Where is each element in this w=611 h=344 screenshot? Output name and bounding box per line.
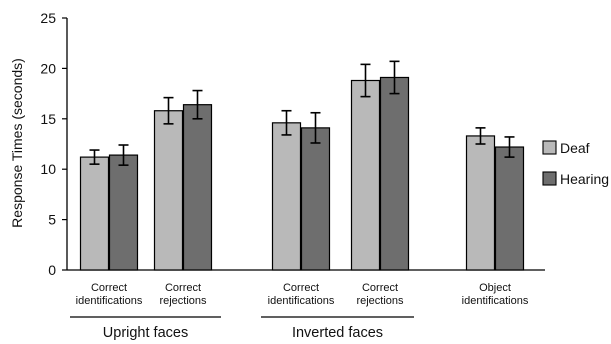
bars — [79, 60, 525, 271]
y-tick-label: 5 — [48, 212, 56, 228]
legend-swatch-hearing — [542, 171, 557, 186]
category-label: Object — [479, 282, 511, 294]
category-label: identifications — [76, 295, 143, 307]
legend-label: Deaf — [560, 140, 590, 156]
legend-label: Hearing — [560, 171, 609, 187]
category-label: Correct — [91, 282, 127, 294]
bar-deaf — [350, 79, 381, 271]
y-tick-label: 0 — [48, 262, 56, 278]
bar-hearing — [379, 76, 410, 271]
group-label: Upright faces — [103, 325, 188, 341]
y-axis-title: Response Times (seconds) — [9, 58, 25, 228]
bar-deaf — [79, 156, 110, 271]
bar-hearing — [108, 154, 139, 271]
bar-deaf — [153, 110, 184, 271]
legend-swatch-deaf — [542, 140, 557, 155]
bar-deaf — [465, 135, 496, 271]
category-label: rejections — [356, 295, 404, 307]
category-label: identifications — [268, 295, 335, 307]
category-label: Correct — [362, 282, 398, 294]
category-label: Correct — [165, 282, 201, 294]
bar-deaf — [271, 122, 302, 271]
y-tick-label: 15 — [40, 111, 56, 127]
group-label: Inverted faces — [292, 325, 383, 341]
bar-hearing — [300, 127, 331, 271]
y-axis: 0 5 10 15 20 25 — [40, 10, 545, 278]
category-label: identifications — [462, 295, 529, 307]
x-axis-labels: CorrectidentificationsCorrectrejectionsU… — [70, 282, 529, 341]
category-label: Correct — [283, 282, 319, 294]
y-tick-label: 10 — [40, 161, 56, 177]
y-tick-label: 20 — [40, 60, 56, 76]
y-tick-label: 25 — [40, 10, 56, 26]
bar-hearing — [182, 104, 213, 271]
legend: Deaf Hearing — [542, 140, 609, 187]
bar-hearing — [494, 146, 525, 271]
category-label: rejections — [159, 295, 207, 307]
